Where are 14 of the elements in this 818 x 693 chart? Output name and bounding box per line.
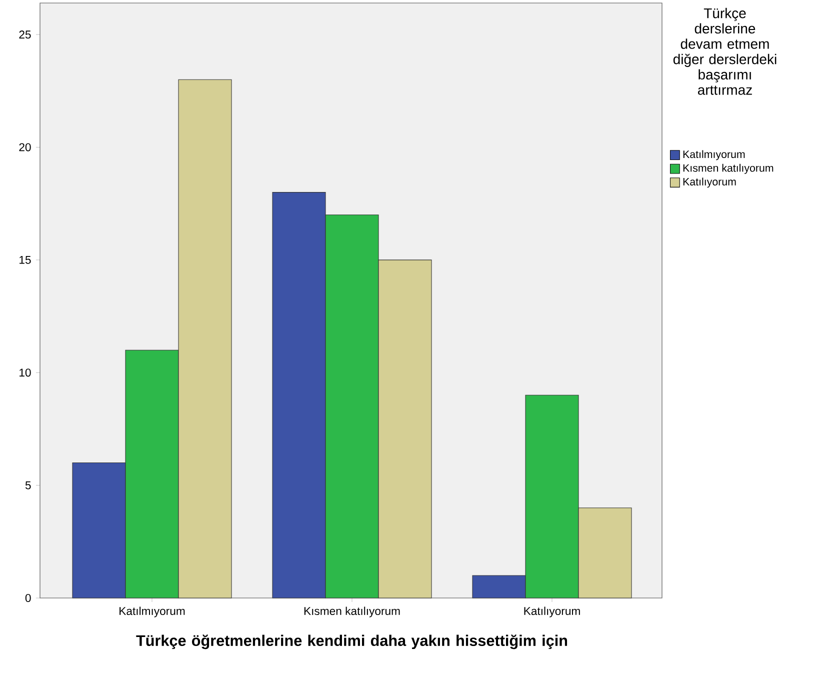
x-tick-label: Katılmıyorum bbox=[120, 606, 185, 618]
x-tick-label: Katılıyorum bbox=[524, 606, 580, 618]
y-tick-label: 20 bbox=[19, 143, 31, 152]
legend-label: Kısmen katılıyorum bbox=[683, 164, 774, 174]
y-tick-label: 15 bbox=[20, 256, 31, 264]
y-tick-label: 5 bbox=[25, 481, 31, 490]
legend-label: Katılmıyorum bbox=[683, 150, 745, 160]
legend-title: Türkçe derslerine devam etmem diğer derslerdeki başarımı arttırmaz bbox=[673, 8, 776, 95]
y-tick-label: 10 bbox=[20, 368, 31, 377]
y-tick-label: 0 bbox=[25, 594, 31, 602]
y-tick-label: 25 bbox=[19, 30, 31, 39]
legend-label: Katılıyorum bbox=[683, 178, 736, 188]
x-tick-label: Kısmen katılıyorum bbox=[304, 606, 400, 618]
x-axis-title: Türkçe öğretmenlerine kendimi daha yakın hissettiğim için bbox=[136, 634, 568, 650]
